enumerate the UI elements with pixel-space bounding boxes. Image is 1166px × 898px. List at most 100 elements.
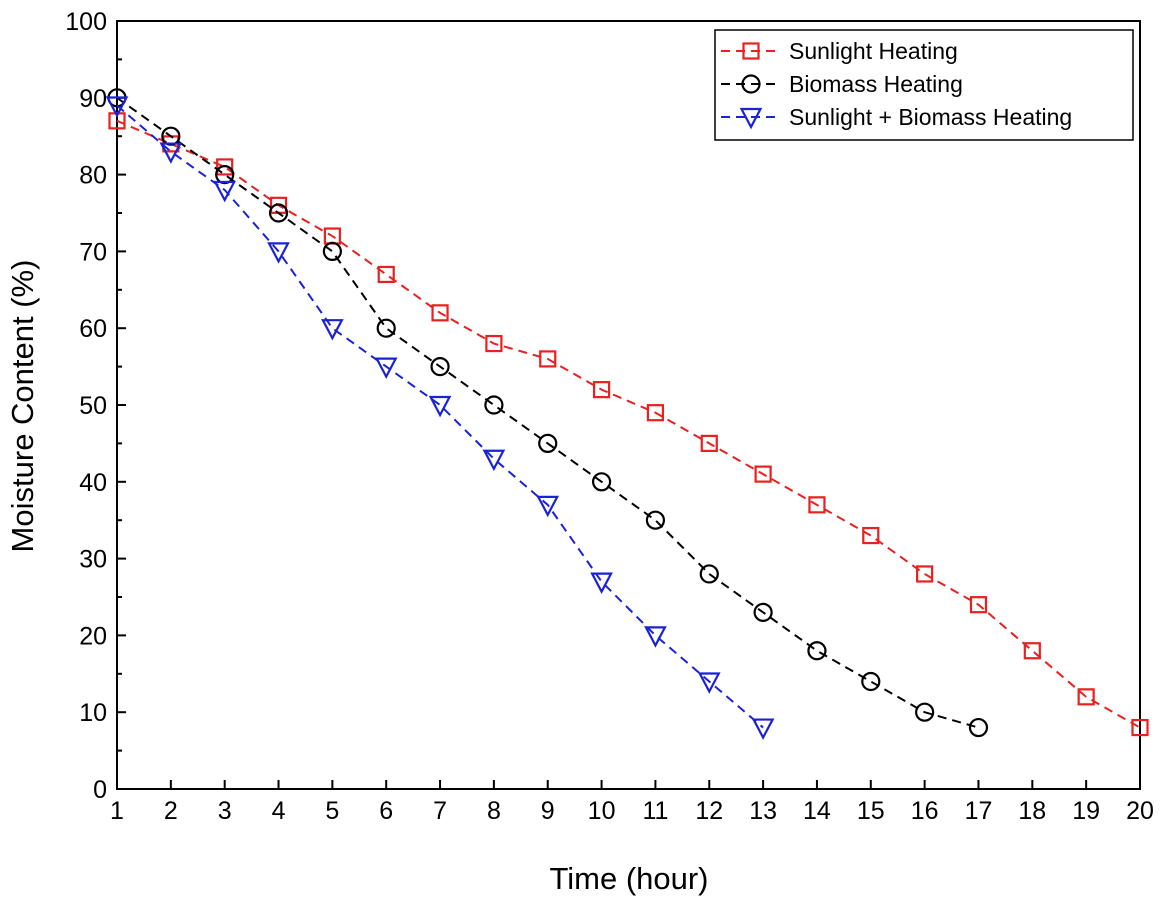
legend: Sunlight Heating Biomass Heating Sunlight … — [714, 29, 1134, 141]
x-tick-label: 17 — [965, 797, 993, 825]
y-tick-label: 80 — [79, 162, 107, 190]
data-point — [697, 672, 721, 694]
x-tick-label: 2 — [164, 797, 178, 825]
data-point — [215, 165, 235, 185]
legend-marker — [741, 74, 761, 94]
y-tick-label: 40 — [79, 469, 107, 497]
y-tick-label: 30 — [79, 546, 107, 574]
data-point — [751, 718, 775, 740]
y-tick-label: 20 — [79, 622, 107, 650]
data-point — [753, 602, 773, 622]
x-tick-label: 15 — [857, 797, 885, 825]
data-point — [861, 671, 881, 692]
data-point — [590, 572, 613, 594]
data-point — [646, 404, 665, 422]
legend-label: Sunlight + Biomass Heating — [789, 104, 1072, 130]
data-point — [1131, 718, 1149, 737]
series-line — [116, 104, 764, 729]
data-point — [267, 242, 290, 264]
legend-marker — [742, 42, 760, 60]
data-point — [484, 395, 504, 415]
data-point — [482, 449, 506, 472]
data-point — [485, 334, 503, 353]
data-point — [862, 526, 880, 545]
data-point — [699, 564, 719, 584]
data-point — [539, 350, 557, 368]
y-tick-label: 60 — [79, 315, 107, 343]
data-point — [374, 357, 398, 379]
y-tick-label: 100 — [65, 8, 107, 36]
y-tick-label: 50 — [79, 392, 107, 420]
data-point — [321, 319, 344, 341]
series-square — [108, 112, 1149, 737]
data-point — [1023, 642, 1041, 660]
x-tick-label: 8 — [487, 797, 501, 825]
data-point — [376, 318, 396, 338]
legend-label: Biomass Heating — [789, 71, 963, 97]
data-point — [592, 381, 611, 399]
data-point — [431, 304, 449, 322]
data-point — [1077, 688, 1095, 706]
series-triangle-down — [105, 96, 775, 740]
data-point — [644, 626, 667, 648]
x-tick-label: 5 — [325, 797, 339, 825]
x-tick-label: 12 — [695, 797, 723, 825]
x-tick-label: 16 — [911, 797, 939, 825]
x-tick-labels: 1 2 3 4 5 6 7 8 9 10 11 12 13 14 15 16 17 18 19 20 — [110, 797, 1154, 825]
data-point — [213, 180, 237, 203]
x-tick-label: 20 — [1126, 797, 1154, 825]
x-axis-title: Time (hour) — [549, 861, 708, 896]
data-point — [159, 142, 183, 164]
x-tick-label: 14 — [803, 797, 831, 825]
y-tick-labels: 0 10 20 30 40 50 60 70 80 90 100 — [65, 8, 107, 804]
legend-item: Sunlight Heating — [721, 38, 958, 64]
data-point — [591, 472, 612, 492]
x-tick-label: 11 — [642, 797, 668, 825]
data-point — [430, 357, 450, 377]
series-layer — [105, 88, 1149, 740]
data-point — [754, 465, 772, 483]
data-point — [105, 96, 129, 118]
y-tick-label: 90 — [79, 85, 107, 113]
data-point — [808, 496, 826, 514]
data-point — [968, 717, 989, 738]
x-tick-label: 18 — [1018, 797, 1046, 825]
data-point — [807, 641, 827, 661]
x-tick-label: 13 — [749, 797, 777, 825]
data-point — [377, 265, 395, 284]
data-point — [322, 241, 342, 261]
x-tick-label: 19 — [1072, 797, 1100, 825]
x-tick-label: 7 — [433, 797, 447, 825]
x-tick-label: 10 — [588, 797, 616, 825]
data-point — [268, 203, 289, 223]
data-point — [428, 395, 452, 418]
series-line — [116, 96, 979, 729]
series-line — [116, 119, 1141, 729]
legend-item: Biomass Heating — [721, 71, 963, 97]
legend-item: Sunlight + Biomass Heating — [721, 104, 1072, 130]
legend-label: Sunlight Heating — [789, 38, 958, 64]
axis-ticks — [116, 20, 1141, 790]
data-point — [645, 510, 666, 530]
data-point — [969, 596, 988, 614]
data-point — [161, 126, 181, 146]
legend-box — [714, 29, 1134, 141]
y-tick-label: 70 — [79, 238, 107, 266]
data-point — [538, 433, 558, 453]
data-point — [700, 434, 718, 452]
series-circle — [107, 88, 989, 738]
y-axis-title: Moisture Content (%) — [5, 260, 40, 553]
data-point — [916, 565, 934, 583]
data-point — [216, 158, 234, 176]
x-tick-label: 9 — [541, 797, 555, 825]
y-tick-label: 0 — [93, 776, 107, 804]
x-tick-label: 3 — [218, 797, 232, 825]
x-tick-label: 4 — [272, 797, 286, 825]
data-point — [915, 702, 935, 722]
data-point — [536, 495, 560, 518]
x-tick-label: 1 — [110, 797, 124, 825]
y-tick-label: 10 — [79, 699, 107, 727]
legend-marker — [739, 107, 763, 130]
x-tick-label: 6 — [379, 797, 393, 825]
